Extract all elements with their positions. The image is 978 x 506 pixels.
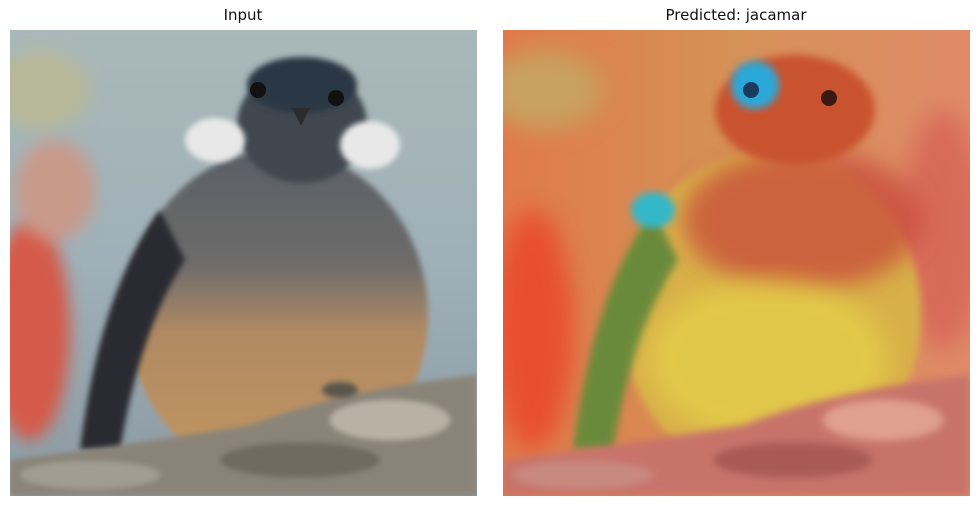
rock-shape [10, 375, 477, 496]
input-image [10, 30, 477, 496]
heatmap-overlay-image [503, 30, 970, 496]
prediction-panel-title: Predicted: jacamar [665, 6, 807, 24]
input-panel-title: Input [223, 6, 263, 24]
heatmap-rock-region [503, 375, 970, 496]
